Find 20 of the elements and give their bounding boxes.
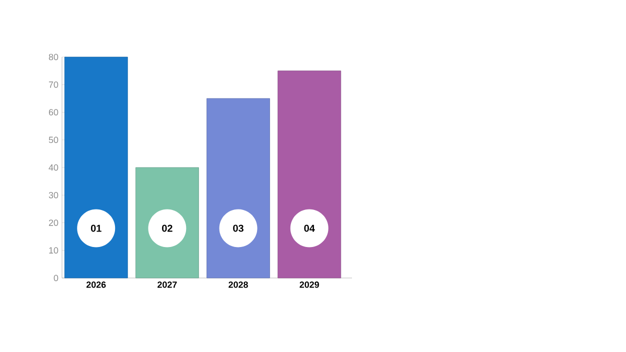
y-tick-label: 50	[48, 136, 58, 144]
x-tick-label: 2026	[86, 282, 106, 288]
y-tick-label: 20	[48, 220, 58, 226]
y-tick-label: 70	[48, 81, 58, 88]
y-tick-label: 0	[54, 274, 58, 282]
annotation: 04	[304, 224, 315, 232]
y-tick-label: 80	[48, 54, 58, 60]
x-tick-label: 2029	[300, 282, 319, 288]
y-tick-label: 30	[48, 192, 58, 198]
y-tick-label: 10	[49, 247, 58, 254]
x-tick-label: 2028	[228, 282, 248, 288]
annotation: 03	[233, 224, 244, 232]
x-tick-label: 2027	[158, 282, 177, 288]
annotation: 02	[162, 224, 172, 232]
y-tick-label: 60	[48, 109, 58, 116]
bar	[64, 56, 128, 278]
bar	[206, 98, 270, 278]
y-tick-label: 40	[48, 164, 58, 171]
bar	[278, 70, 342, 278]
annotation: 01	[90, 224, 102, 232]
